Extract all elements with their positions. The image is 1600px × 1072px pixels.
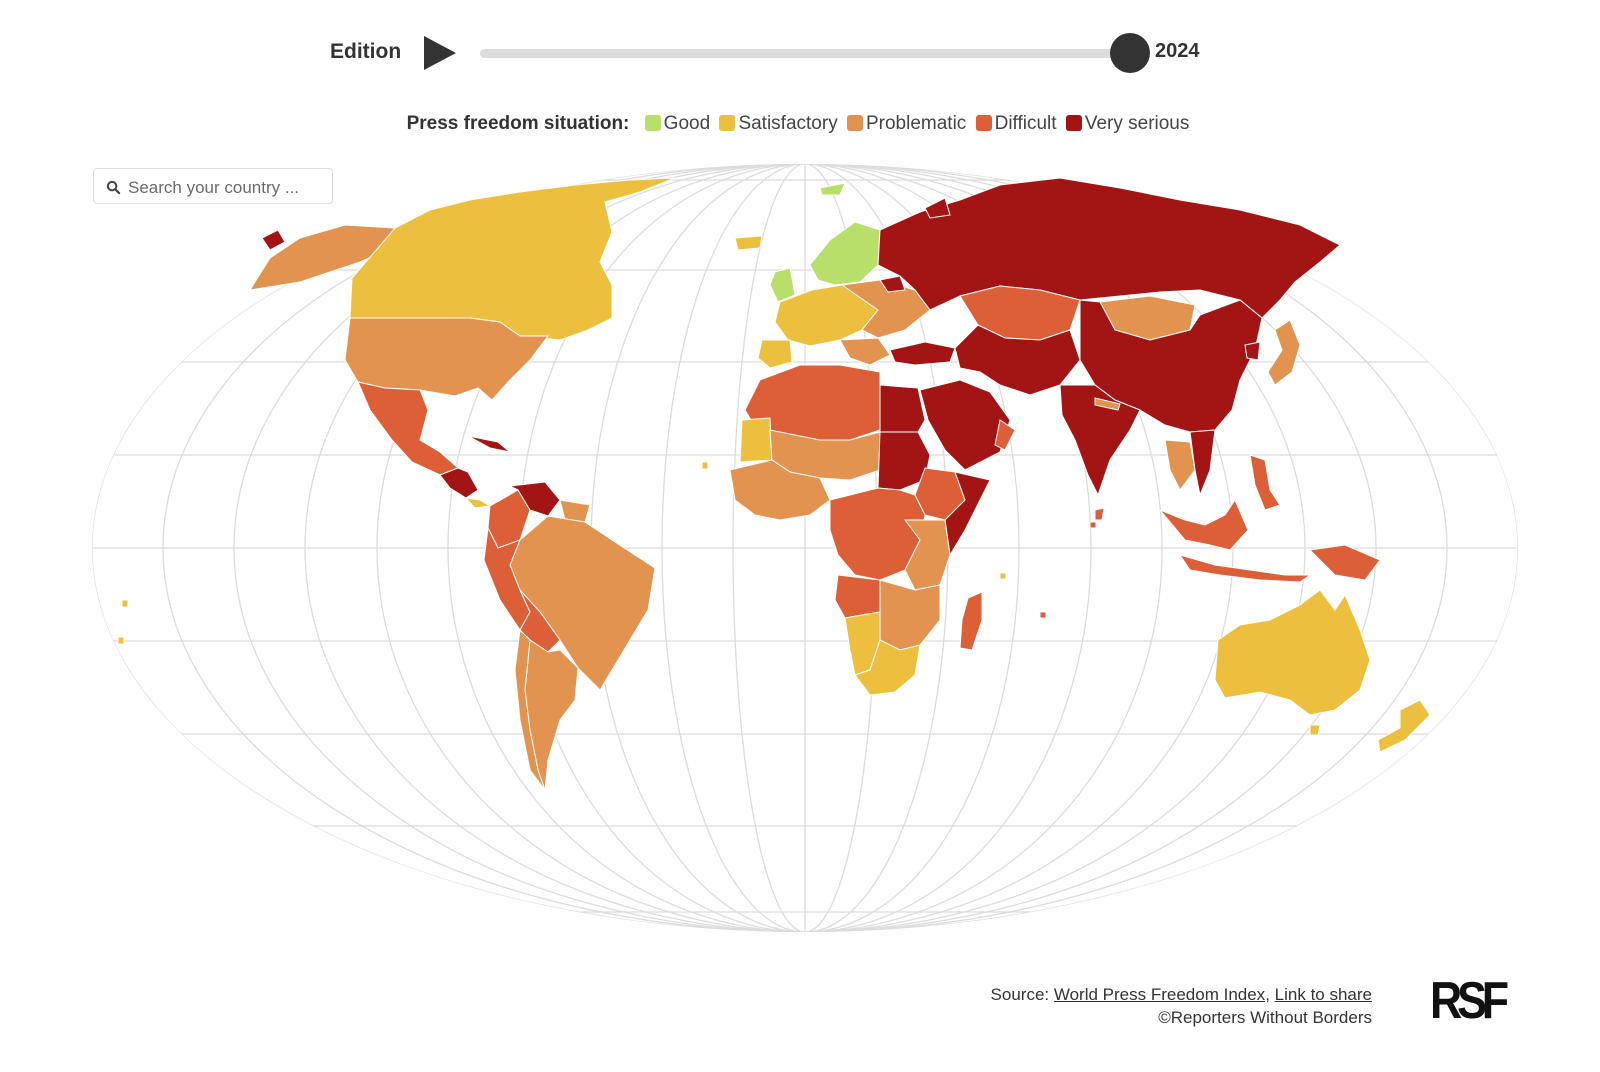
rsf-logo[interactable]: RSF — [1430, 972, 1509, 1030]
legend-swatch — [719, 115, 736, 131]
legend-item-difficult[interactable]: Difficult — [975, 113, 1057, 135]
country-oman[interactable] — [994, 419, 1016, 451]
country-angola[interactable] — [834, 574, 881, 619]
edition-slider[interactable] — [480, 33, 1150, 73]
country-egypt[interactable] — [879, 384, 926, 433]
country-thailand[interactable] — [1164, 439, 1196, 491]
country-russia-island[interactable] — [924, 197, 951, 219]
legend-title: Press freedom situation: — [406, 113, 630, 134]
country-tasmania[interactable] — [1309, 724, 1321, 736]
country-canada[interactable] — [349, 177, 676, 341]
legend-swatch — [975, 115, 992, 131]
country-chile[interactable] — [514, 628, 546, 791]
country-kamchatka-tip[interactable] — [261, 229, 286, 251]
country-central-america[interactable] — [439, 467, 479, 499]
search-icon — [106, 180, 121, 195]
legend-label: Satisfactory — [738, 113, 838, 134]
country-island[interactable] — [701, 461, 709, 470]
country-southern-africa[interactable] — [879, 579, 941, 651]
legend-swatch — [846, 115, 863, 131]
country-panama[interactable] — [464, 497, 492, 509]
country-south-africa[interactable] — [854, 639, 921, 696]
play-icon — [424, 36, 456, 70]
country-island[interactable] — [1089, 521, 1097, 529]
country-malaysia[interactable] — [1159, 498, 1249, 551]
legend-item-satisfactory[interactable]: Satisfactory — [719, 113, 838, 135]
country-australia[interactable] — [1214, 589, 1371, 716]
country-indonesia[interactable] — [1178, 554, 1312, 583]
country-vietnam[interactable] — [1189, 429, 1216, 497]
country-scandinavia[interactable] — [809, 221, 881, 286]
edition-timeline: Edition 2024 — [330, 30, 1240, 78]
country-island[interactable] — [999, 572, 1007, 580]
country-madagascar[interactable] — [959, 591, 983, 651]
play-button[interactable] — [422, 34, 458, 72]
search-input[interactable] — [126, 174, 330, 202]
country-iceland[interactable] — [734, 235, 763, 251]
source-credit: Source: World Press Freedom Index, Link … — [991, 983, 1372, 1029]
country-new-zealand[interactable] — [1377, 699, 1431, 753]
source-separator: , — [1265, 985, 1270, 1004]
country-cuba[interactable] — [467, 435, 511, 453]
country-sri-lanka[interactable] — [1094, 507, 1105, 521]
country-island[interactable] — [117, 636, 125, 645]
country-svalbard[interactable] — [819, 182, 846, 196]
country-west-africa[interactable] — [729, 459, 831, 521]
country-uk[interactable] — [769, 267, 796, 303]
legend-swatch — [1065, 115, 1082, 131]
legend-item-problematic[interactable]: Problematic — [846, 113, 967, 135]
country-mauritania[interactable] — [739, 417, 773, 463]
legend-label: Good — [663, 113, 711, 134]
country-balkans[interactable] — [839, 337, 891, 366]
source-line: Source: World Press Freedom Index, Link … — [991, 983, 1372, 1006]
country-russia[interactable] — [877, 177, 1341, 319]
country-papua[interactable] — [1308, 544, 1381, 581]
country-island[interactable] — [121, 599, 129, 608]
country-central-asia[interactable] — [954, 324, 1081, 396]
edition-year: 2024 — [1155, 40, 1200, 62]
legend: Press freedom situation: Good Satisfacto… — [0, 113, 1600, 135]
legend-label: Very serious — [1084, 113, 1190, 134]
legend-swatch — [644, 115, 661, 131]
source-link[interactable]: World Press Freedom Index — [1053, 985, 1266, 1004]
copyright: ©Reporters Without Borders — [1158, 1008, 1372, 1027]
country-belarus[interactable] — [879, 275, 906, 293]
country-island[interactable] — [1039, 611, 1047, 619]
country-mexico[interactable] — [357, 381, 459, 476]
countries[interactable] — [117, 177, 1431, 791]
country-japan[interactable] — [1267, 319, 1301, 386]
country-nepal[interactable] — [1094, 397, 1121, 411]
edition-label: Edition — [330, 40, 402, 63]
legend-label: Difficult — [994, 113, 1057, 134]
legend-label: Problematic — [865, 113, 967, 134]
legend-item-good[interactable]: Good — [644, 113, 711, 135]
legend-item-very-serious[interactable]: Very serious — [1065, 113, 1190, 135]
country-search[interactable] — [93, 168, 333, 204]
country-iberia[interactable] — [757, 339, 793, 369]
source-prefix: Source: — [990, 985, 1050, 1004]
country-saudi-arabia[interactable] — [919, 379, 1011, 471]
share-link[interactable]: Link to share — [1274, 985, 1372, 1004]
country-north-korea[interactable] — [1244, 341, 1261, 361]
country-turkey[interactable] — [889, 341, 956, 366]
slider-handle[interactable] — [1110, 33, 1150, 73]
country-philippines[interactable] — [1249, 454, 1281, 511]
country-india[interactable] — [1059, 384, 1141, 497]
